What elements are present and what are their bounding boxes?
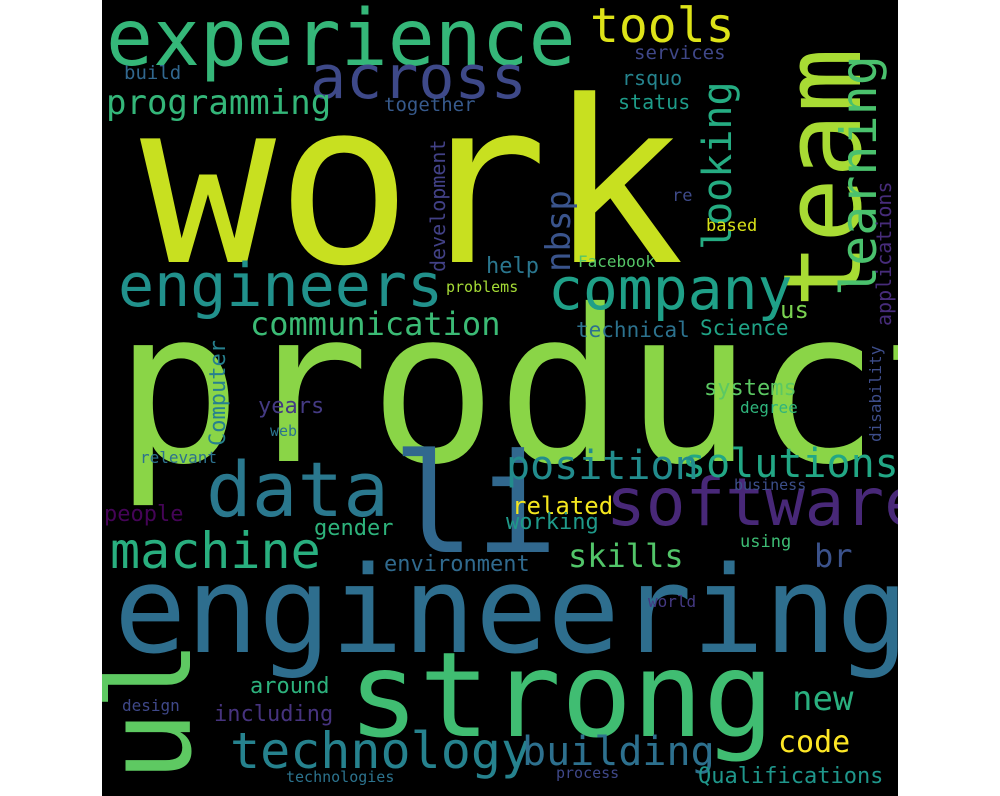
word-across: across xyxy=(310,43,527,113)
word-Computer: Computer xyxy=(206,340,231,446)
word-web: web xyxy=(270,422,298,440)
word-programming: programming xyxy=(106,83,332,123)
word-Facebook: Facebook xyxy=(578,252,656,271)
word-data: data xyxy=(206,445,390,534)
word-degree: degree xyxy=(740,398,798,417)
word-engineering: engineering xyxy=(114,542,898,681)
word-Science: Science xyxy=(700,316,789,340)
word-br: br xyxy=(814,537,853,575)
word-us: us xyxy=(780,296,809,324)
word-work: work xyxy=(140,53,685,316)
word-environment: environment xyxy=(384,552,530,577)
word-communication: communication xyxy=(250,305,501,343)
word-company: company xyxy=(548,255,793,323)
word-rsquo: rsquo xyxy=(622,66,683,90)
word-years: years xyxy=(258,394,325,419)
word-machine: machine xyxy=(110,522,321,580)
word-building: building xyxy=(522,729,715,775)
word-technologies: technologies xyxy=(286,768,395,786)
word-systems: systems xyxy=(704,376,797,401)
word-design: design xyxy=(122,696,180,715)
word-disability: disability xyxy=(866,345,885,442)
word-services: services xyxy=(634,42,726,64)
word-based: based xyxy=(706,216,758,236)
word-technical: technical xyxy=(576,318,690,342)
word-using: using xyxy=(740,532,792,552)
word-business: business xyxy=(734,476,807,494)
word-process: process xyxy=(556,764,620,782)
word-including: including xyxy=(214,702,334,727)
word-Qualifications: Qualifications xyxy=(698,764,884,789)
word-re: re xyxy=(672,186,693,206)
word-together: together xyxy=(384,94,476,116)
word-code: code xyxy=(778,725,851,760)
word-tools: tools xyxy=(590,0,735,54)
word-status: status xyxy=(618,90,691,114)
word-people: people xyxy=(104,502,184,527)
word-li: li xyxy=(392,424,559,585)
word-problems: problems xyxy=(446,278,519,296)
word-build: build xyxy=(124,62,182,84)
word-gender: gender xyxy=(314,516,394,541)
word-related: related xyxy=(512,492,614,520)
word-solutions: solutions xyxy=(682,441,898,487)
word-strong: strong xyxy=(348,626,775,764)
word-working: working xyxy=(506,510,599,535)
word-software: software xyxy=(606,464,898,541)
word-new: new xyxy=(792,679,854,719)
word-around: around xyxy=(250,674,330,699)
word-experience: experience xyxy=(106,0,576,84)
word-engineers: engineers xyxy=(118,251,444,321)
word-skills: skills xyxy=(568,537,684,575)
word-development: development xyxy=(426,139,450,272)
word-help: help xyxy=(486,254,539,279)
word-technology: technology xyxy=(230,722,532,780)
word-world: world xyxy=(648,592,697,611)
word-relevant: relevant xyxy=(140,448,218,467)
word-nbsp: nbsp xyxy=(539,190,579,272)
word-applications: applications xyxy=(872,181,896,327)
word-position: position xyxy=(506,443,699,489)
